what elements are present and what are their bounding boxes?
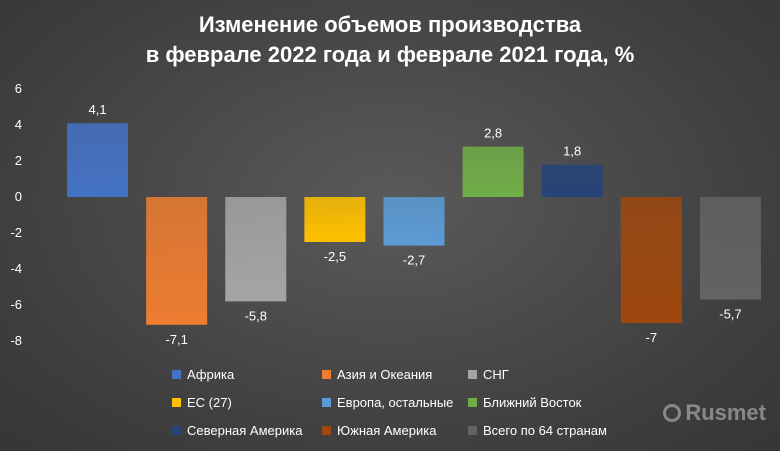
- legend-swatch: [322, 398, 331, 407]
- data-label: -7,1: [165, 332, 187, 347]
- legend-item: Европа, остальные: [322, 395, 453, 410]
- y-tick-label: 4: [15, 117, 22, 132]
- legend-swatch: [322, 426, 331, 435]
- data-label: 2,8: [484, 126, 502, 141]
- legend-item: Африка: [172, 367, 234, 382]
- bar-1: [67, 123, 129, 197]
- legend-item: Южная Америка: [322, 423, 436, 438]
- legend-swatch: [468, 398, 477, 407]
- legend-label: Европа, остальные: [337, 395, 454, 410]
- bar-2: [146, 197, 208, 325]
- legend-swatch: [172, 398, 181, 407]
- legend-label: Северная Америка: [187, 423, 303, 438]
- chart-title: Изменение объемов производства в феврале…: [0, 10, 780, 70]
- legend-item: ЕС (27): [172, 395, 232, 410]
- watermark-logo: Rusmet: [663, 400, 766, 426]
- y-tick-label: -4: [10, 261, 22, 276]
- y-tick-label: -2: [10, 225, 22, 240]
- data-label: 4,1: [89, 102, 107, 117]
- y-tick-label: -6: [10, 297, 22, 312]
- legend-swatch: [172, 370, 181, 379]
- data-label: -5,8: [245, 308, 267, 323]
- bar-4: [304, 197, 366, 242]
- legend-item: Азия и Океания: [322, 367, 432, 382]
- bar-9: [699, 197, 761, 300]
- legend-item: СНГ: [468, 367, 509, 382]
- legend-swatch: [322, 370, 331, 379]
- legend-item: Всего по 64 странам: [468, 423, 607, 438]
- watermark-text: Rusmet: [685, 400, 766, 425]
- y-tick-label: 2: [15, 153, 22, 168]
- legend-label: ЕС (27): [187, 395, 232, 410]
- chart-title-line2: в феврале 2022 года и феврале 2021 года,…: [145, 42, 635, 67]
- bar-6: [462, 146, 524, 197]
- data-label: -2,5: [324, 249, 346, 264]
- legend-label: Азия и Океания: [337, 367, 433, 382]
- data-label: -2,7: [403, 253, 425, 268]
- y-tick-label: 0: [15, 189, 22, 204]
- legend-label: Ближний Восток: [483, 395, 582, 410]
- y-tick-label: -8: [10, 333, 22, 348]
- rusmet-logo-icon: [663, 404, 682, 422]
- legend-swatch: [172, 426, 181, 435]
- bar-3: [225, 197, 287, 302]
- legend-item: Северная Америка: [172, 423, 302, 438]
- y-tick-label: 6: [15, 81, 22, 96]
- legend-label: Южная Америка: [337, 423, 437, 438]
- bar-5: [383, 197, 445, 246]
- legend-label: Африка: [187, 367, 235, 382]
- legend-label: СНГ: [483, 367, 509, 382]
- bar-8: [620, 197, 682, 323]
- data-label: 1,8: [563, 144, 581, 159]
- chart-title-line1: Изменение объемов производства: [198, 12, 582, 37]
- data-label: -5,7: [719, 307, 741, 322]
- data-label: -7: [646, 330, 658, 345]
- legend-item: Ближний Восток: [468, 395, 581, 410]
- bar-7: [541, 164, 603, 197]
- legend-swatch: [468, 426, 477, 435]
- legend-label: Всего по 64 странам: [483, 423, 607, 438]
- legend-swatch: [468, 370, 477, 379]
- chart-legend: Африка Азия и Океания СНГ ЕС (27) Европа, ос…: [172, 362, 642, 446]
